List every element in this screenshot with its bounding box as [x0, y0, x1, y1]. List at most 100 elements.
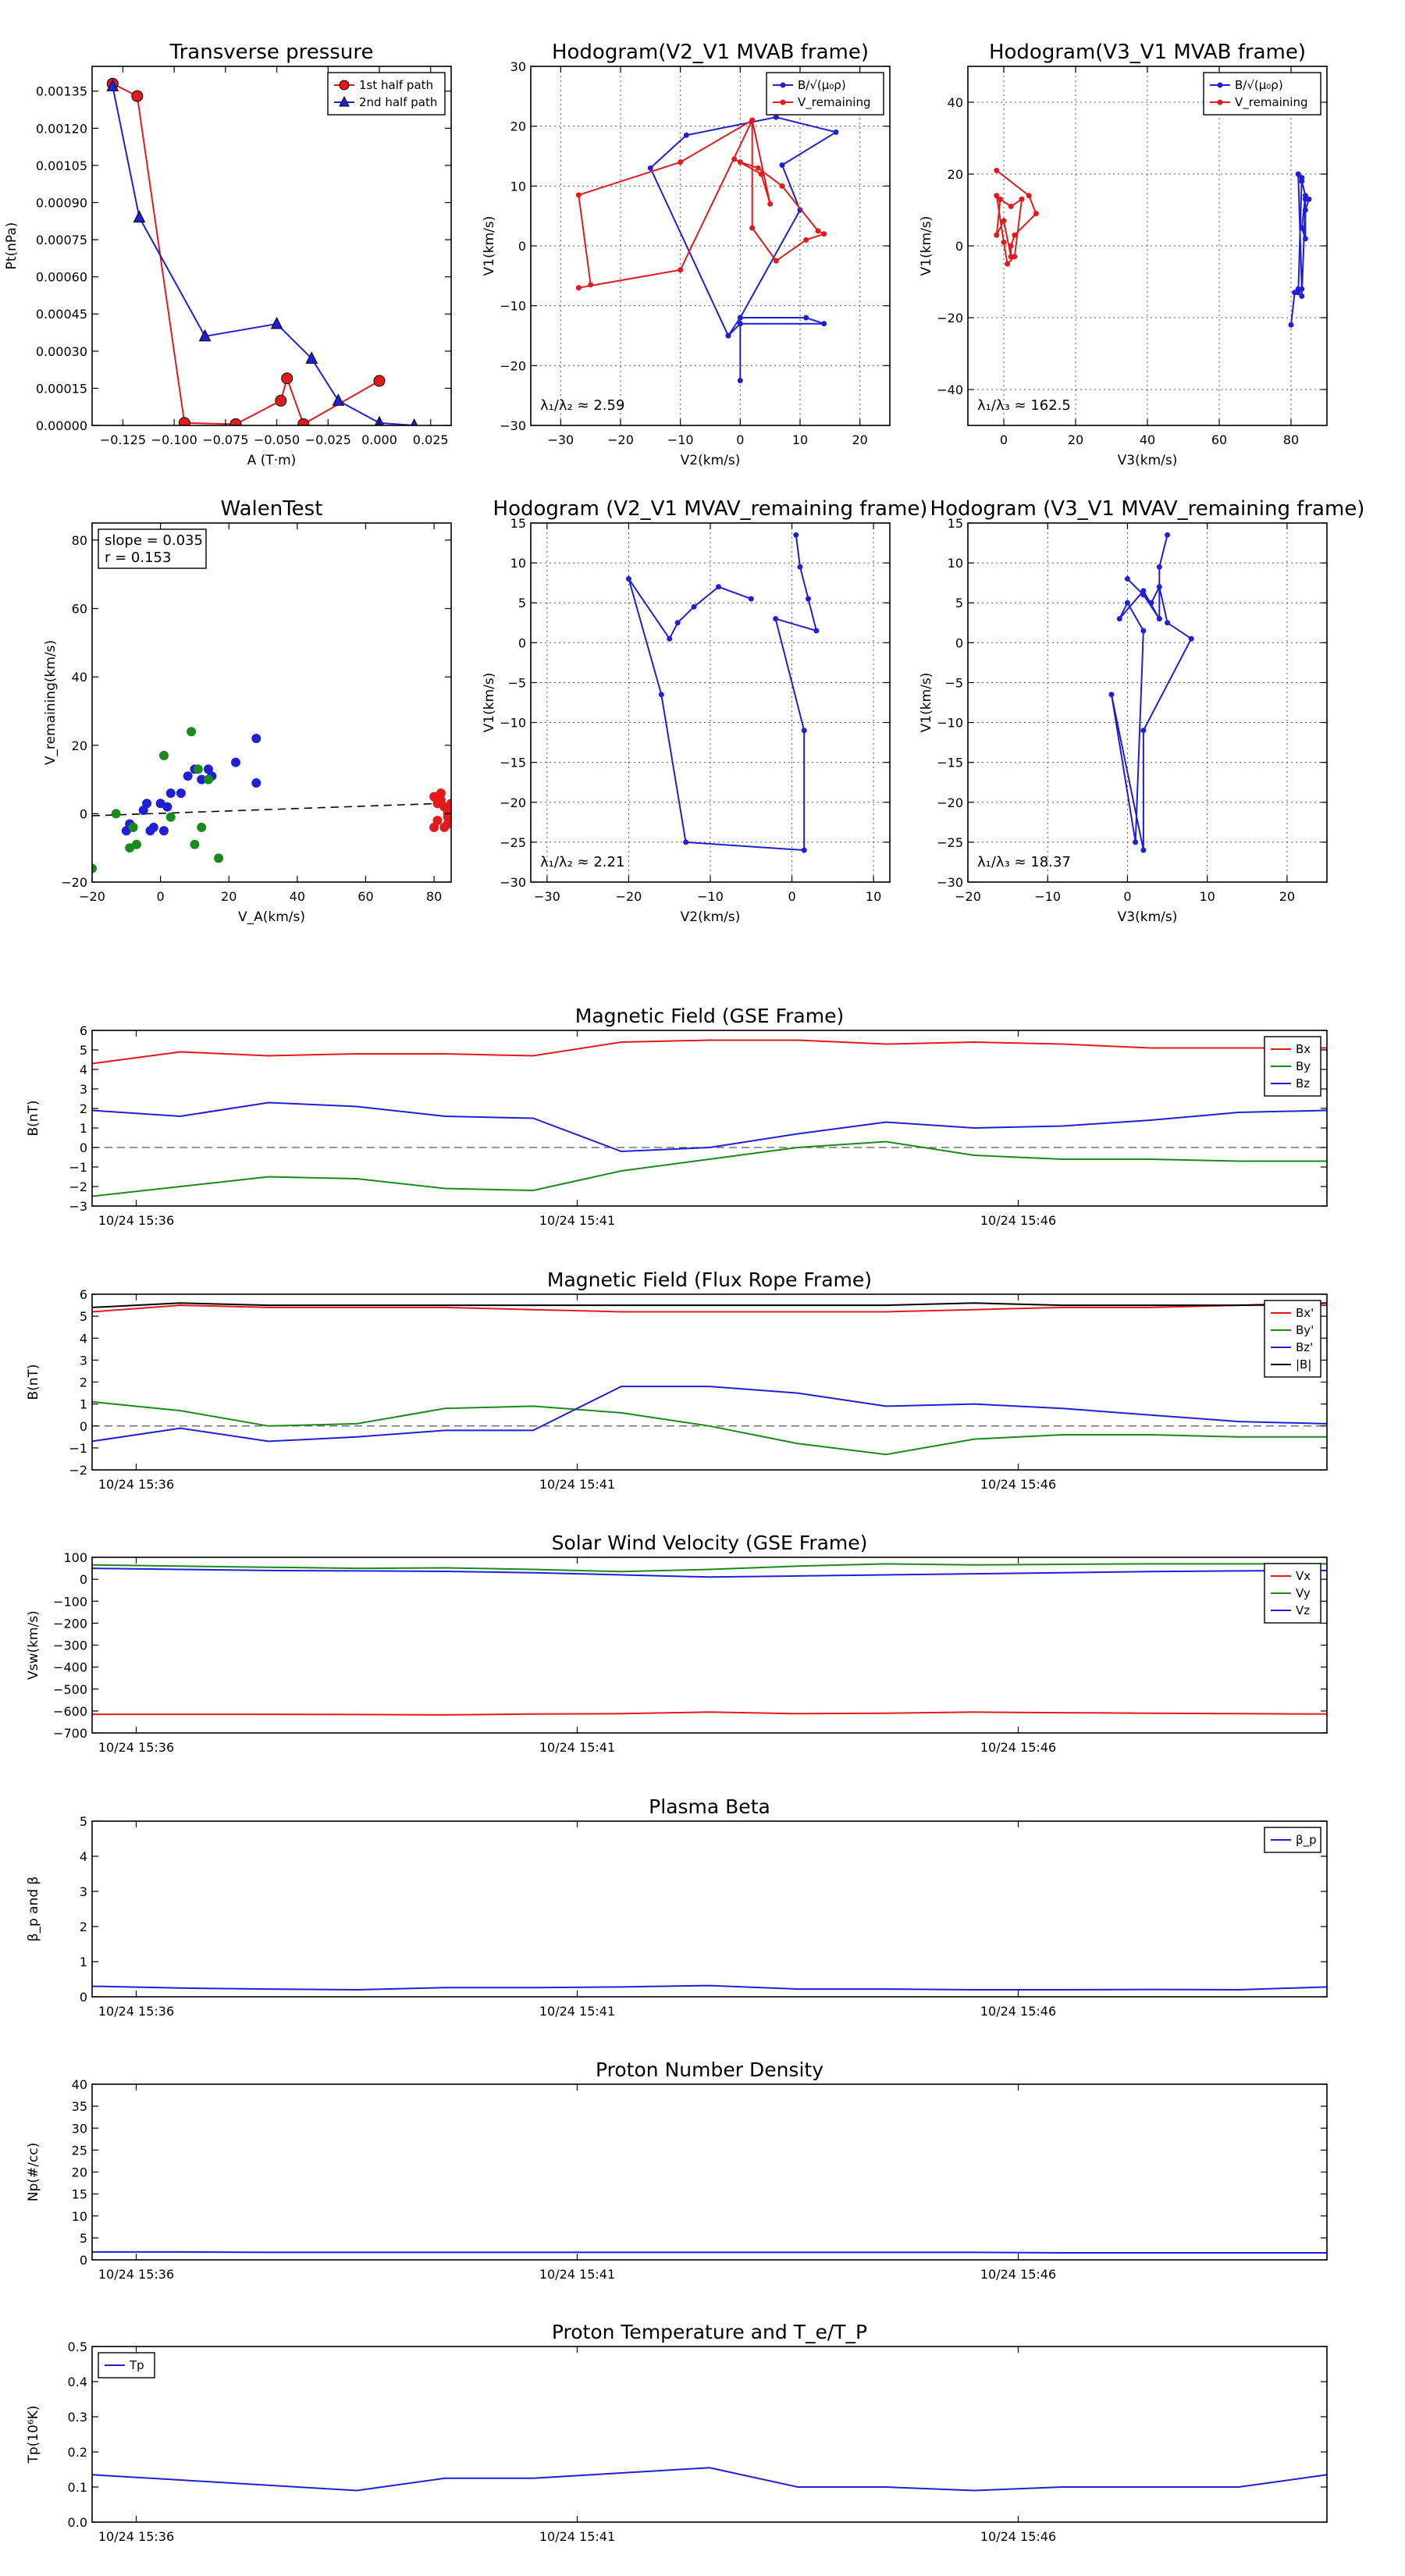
series-by-line [92, 1140, 1327, 1197]
x-tick-label: 10/24 15:41 [539, 1477, 615, 1492]
data-point [793, 532, 799, 538]
data-point [815, 228, 821, 234]
y-tick-label: 40 [72, 2077, 87, 2092]
axes-frame [91, 66, 452, 426]
data-point [251, 734, 261, 743]
annotation-box [98, 528, 207, 569]
chart-title: Transverse pressure [169, 41, 374, 64]
y-tick-label: 2 [80, 1920, 87, 1934]
legend-marker [780, 82, 786, 88]
x-tick-label: 0.025 [413, 432, 449, 447]
data-point [1156, 564, 1162, 570]
data-point [1299, 293, 1305, 299]
x-tick-label: 10/24 15:46 [980, 1213, 1056, 1228]
data-point [429, 822, 439, 832]
axes-frame [91, 1030, 1328, 1207]
axes-frame [91, 2083, 1328, 2261]
x-tick-label: 20 [852, 432, 867, 447]
legend-label: Vz [1296, 1603, 1310, 1617]
data-layer [92, 1984, 1327, 1991]
data-point [715, 584, 721, 590]
y-axis-label: V_remaining(km/s) [43, 640, 59, 765]
data-point [162, 802, 173, 812]
chart-proton_density: Proton Number Density 10/24 15:36 10/24 15… [26, 2058, 1328, 2282]
data-point [1140, 592, 1147, 598]
chart-title: WalenTest [221, 497, 323, 521]
legend-box [1264, 1036, 1321, 1097]
data-point [994, 167, 1000, 173]
y-axis-label: β_p and β [26, 1877, 41, 1942]
data-point [165, 812, 176, 822]
data-layer [92, 1563, 1327, 1716]
y-tick-label: 4 [80, 1849, 87, 1864]
y-tick-label: −30 [500, 875, 526, 890]
series-vy-line [92, 1563, 1327, 1573]
series-vz-line [92, 1567, 1327, 1578]
legend-marker [1217, 99, 1223, 105]
y-tick-label: −20 [500, 795, 526, 810]
legend-label: By [1296, 1059, 1311, 1073]
legend-label: Vy [1296, 1586, 1311, 1600]
data-point [683, 839, 689, 845]
y-tick-label: 3 [80, 1353, 87, 1368]
data-point [683, 132, 689, 138]
data-point [1124, 600, 1130, 606]
series-s0-line [92, 2250, 1327, 2254]
series-bx-line [92, 1039, 1327, 1065]
data-point [749, 117, 756, 123]
y-tick-label: 0.00135 [36, 84, 87, 99]
x-tick-label: 40 [290, 889, 305, 904]
data-layer [92, 1039, 1327, 1197]
x-axis-label: V3(km/s) [1118, 453, 1178, 468]
legend-label: Bx' [1296, 1306, 1314, 1320]
y-tick-label: 0.00045 [36, 307, 87, 322]
series-b-line [649, 116, 838, 381]
series-b-line [92, 1302, 1327, 1308]
data-point [1012, 254, 1018, 260]
x-tick-label: 10/24 15:36 [98, 1213, 174, 1228]
y-tick-label: 4 [80, 1062, 87, 1077]
x-tick-label: 10/24 15:46 [980, 2267, 1056, 2282]
fit-line [91, 802, 452, 817]
data-point [1148, 600, 1154, 606]
x-tick-label: 0 [1123, 889, 1131, 904]
data-point [1026, 193, 1032, 199]
y-tick-label: 0 [518, 239, 526, 254]
chart-transverse_pressure: Transverse pressure −0.125 −0.100 −0.075 −0.… [4, 41, 452, 468]
legend-label: Bx [1296, 1042, 1311, 1056]
data-point [737, 321, 743, 327]
x-tick-label: 0 [157, 889, 165, 904]
series-2ndhalfpath-line [112, 86, 414, 425]
series-vremaining-line [578, 117, 827, 289]
y-tick-label: 2 [80, 1375, 87, 1390]
y-tick-label: 10 [72, 2209, 87, 2224]
data-point [436, 788, 446, 799]
data-layer [1108, 532, 1194, 853]
legend-label: V_remaining [1235, 95, 1308, 110]
y-tick-label: 0.4 [68, 2375, 87, 2389]
data-point [1019, 196, 1025, 202]
y-tick-label: 5 [80, 2231, 87, 2246]
data-point [1133, 839, 1139, 845]
data-point [805, 596, 811, 602]
data-point [575, 192, 582, 198]
data-point [1108, 692, 1115, 698]
data-point [305, 351, 318, 364]
y-tick-label: 20 [510, 119, 526, 134]
data-point [1140, 847, 1147, 853]
x-tick-label: −30 [547, 432, 574, 447]
chart-hodo_v2_mvav: Hodogram (V2_V1 MVAV_remaining frame) −30… [482, 497, 927, 925]
data-point [725, 333, 731, 339]
data-point [773, 616, 779, 622]
x-tick-label: 60 [357, 889, 373, 904]
y-tick-label: −20 [61, 875, 87, 890]
y-tick-label: 1 [80, 1397, 87, 1412]
y-tick-label: 0.00060 [36, 270, 87, 285]
x-tick-label: 10 [1199, 889, 1215, 904]
y-tick-label: −20 [937, 795, 963, 810]
data-point [270, 316, 283, 329]
chart-title: Proton Temperature and T_e/T_P [552, 2321, 867, 2343]
series-tp-line [92, 2467, 1327, 2492]
data-point [1295, 290, 1301, 296]
